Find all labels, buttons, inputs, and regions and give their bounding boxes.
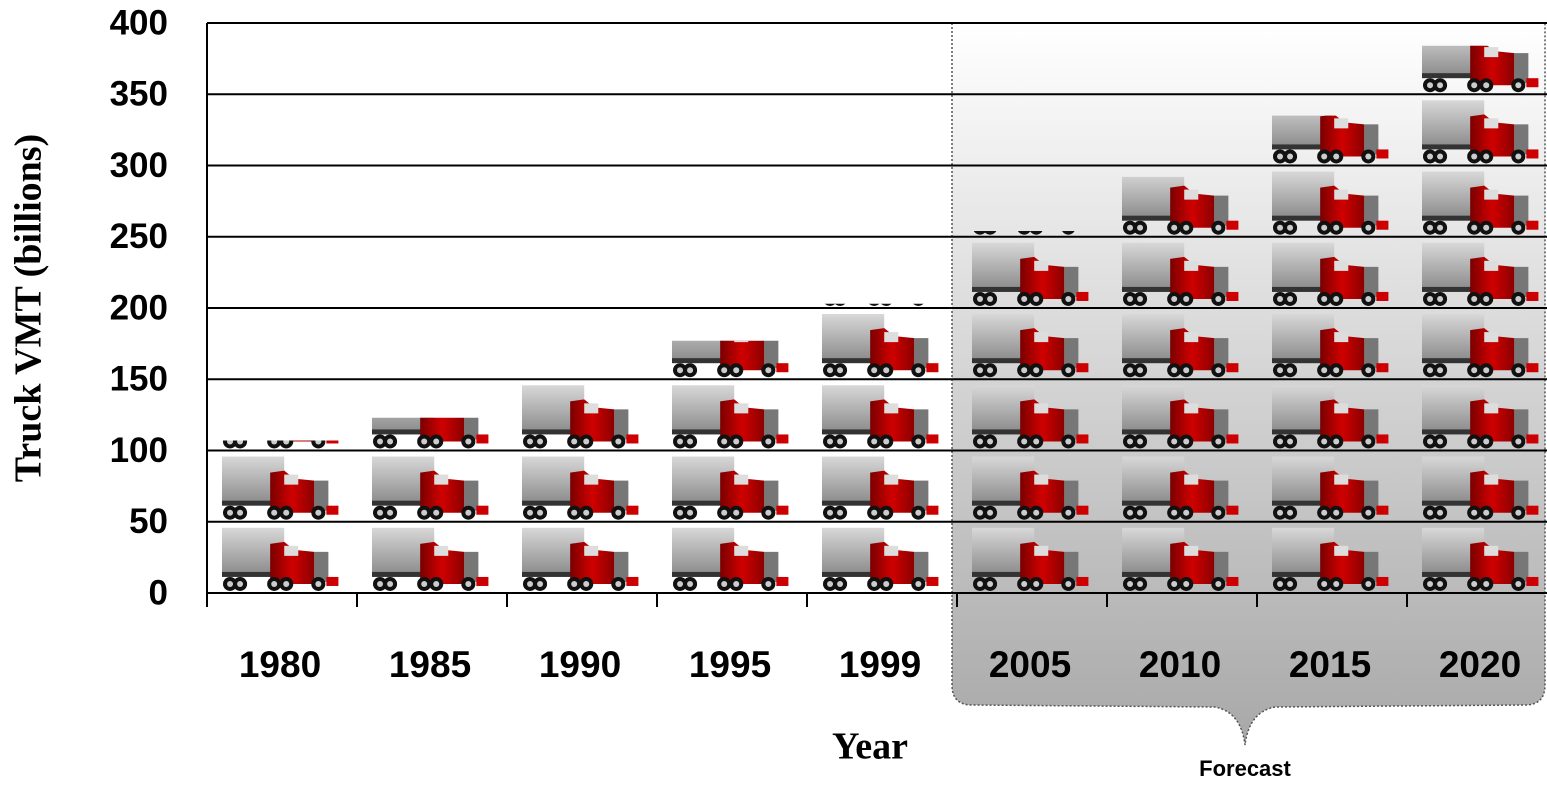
- y-tick-label: 50: [129, 502, 168, 541]
- x-tick-label: 1980: [239, 644, 321, 685]
- x-tick-label: 1999: [839, 644, 921, 685]
- y-tick-label: 200: [110, 288, 168, 327]
- bar: [1122, 176, 1239, 591]
- bar: [972, 231, 1089, 591]
- x-tick-label: 2005: [989, 644, 1071, 685]
- y-tick-label: 300: [110, 146, 168, 185]
- x-tick-label: 2015: [1289, 644, 1371, 685]
- bar: [822, 303, 939, 591]
- forecast-shade: [951, 23, 1546, 746]
- forecast-region: Forecast: [951, 23, 1546, 781]
- y-tick-label: 350: [110, 75, 168, 114]
- x-tick-label: 2010: [1139, 644, 1221, 685]
- bar: [1422, 45, 1539, 591]
- y-tick-label: 100: [110, 431, 168, 470]
- bar: [522, 385, 639, 591]
- x-axis-title: Year: [832, 726, 908, 768]
- y-tick-label: 400: [110, 3, 168, 42]
- y-tick-label: 150: [110, 360, 168, 399]
- bar: [372, 417, 489, 591]
- bar: [1272, 115, 1389, 591]
- x-tick-label: 1995: [689, 644, 771, 685]
- x-tick-label: 1990: [539, 644, 621, 685]
- x-tick-label: 1985: [389, 644, 471, 685]
- y-tick-label: 0: [149, 573, 168, 612]
- x-tick-label: 2020: [1439, 644, 1521, 685]
- bar: [672, 340, 789, 591]
- y-tick-label: 250: [110, 217, 168, 256]
- plot: 0 50 100 150 200 250 300 350 400 1980 1985 1990 1995…: [110, 3, 1547, 685]
- forecast-label: Forecast: [1199, 756, 1291, 781]
- bar: [222, 440, 339, 591]
- y-axis-title: Truck VMT (billions): [8, 134, 50, 482]
